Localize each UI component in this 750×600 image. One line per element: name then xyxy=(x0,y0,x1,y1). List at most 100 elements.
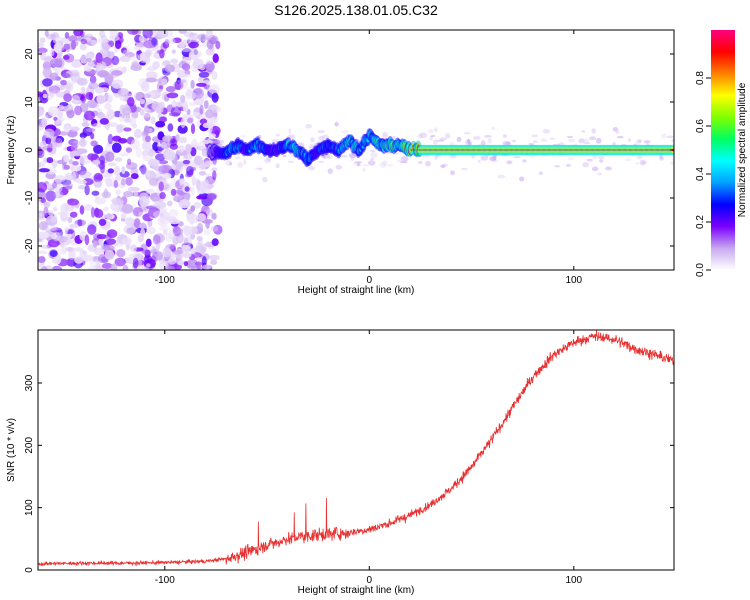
noise-blob xyxy=(53,42,63,54)
noise-blob xyxy=(197,141,206,150)
noise-blob xyxy=(99,87,110,93)
noise-blob xyxy=(487,137,492,144)
noise-blob xyxy=(212,170,217,181)
noise-blob xyxy=(168,231,175,240)
noise-blob xyxy=(186,236,192,247)
noise-blob xyxy=(317,160,325,163)
noise-blob xyxy=(196,195,205,200)
noise-blob xyxy=(172,234,179,246)
noise-blob xyxy=(197,33,208,42)
noise-blob xyxy=(212,140,218,144)
noise-blob xyxy=(77,179,87,185)
noise-blob xyxy=(145,263,151,268)
noise-blob xyxy=(38,221,48,231)
noise-blob xyxy=(112,200,125,206)
noise-blob xyxy=(139,98,146,105)
noise-blob xyxy=(104,249,115,260)
noise-blob xyxy=(130,64,143,72)
noise-blob xyxy=(456,136,462,143)
noise-blob xyxy=(117,87,129,97)
noise-blob xyxy=(430,134,436,138)
noise-blob xyxy=(133,190,138,197)
noise-blob xyxy=(67,198,79,206)
noise-blob xyxy=(190,147,197,157)
noise-blob xyxy=(449,154,457,159)
noise-blob xyxy=(85,92,94,100)
noise-blob xyxy=(79,205,85,215)
noise-blob xyxy=(353,161,359,166)
noise-blob xyxy=(136,265,146,270)
noise-blob xyxy=(38,162,42,168)
noise-blob xyxy=(367,160,376,166)
noise-blob xyxy=(130,244,137,253)
noise-blob xyxy=(110,263,118,270)
noise-blob xyxy=(258,167,263,171)
noise-blob xyxy=(51,159,58,169)
noise-blob xyxy=(158,164,170,175)
noise-blob xyxy=(186,258,199,269)
noise-blob xyxy=(287,160,295,164)
noise-blob xyxy=(263,158,272,164)
noise-blob xyxy=(505,141,512,145)
noise-blob xyxy=(491,126,495,131)
noise-blob xyxy=(131,111,139,119)
noise-blob xyxy=(45,190,56,202)
snr-x-label: Height of straight line (km) xyxy=(298,585,415,596)
noise-blob xyxy=(138,35,145,43)
noise-blob xyxy=(449,141,455,146)
noise-blob xyxy=(196,213,207,222)
noise-blob xyxy=(55,187,60,198)
noise-blob xyxy=(186,35,192,44)
noise-blob xyxy=(62,73,71,78)
noise-blob xyxy=(38,181,48,193)
noise-blob xyxy=(599,159,604,163)
noise-blob xyxy=(119,152,129,157)
noise-blob xyxy=(540,138,548,143)
noise-blob xyxy=(180,47,192,53)
noise-blob xyxy=(399,161,408,164)
colorbar-tick-label: 0.0 xyxy=(695,263,706,277)
noise-blob xyxy=(67,216,73,224)
noise-blob xyxy=(639,159,646,166)
noise-blob xyxy=(615,130,620,134)
noise-blob xyxy=(164,64,175,73)
noise-blob xyxy=(49,145,57,155)
noise-blob xyxy=(79,43,87,51)
noise-blob xyxy=(145,238,152,248)
noise-blob xyxy=(182,103,189,113)
noise-blob xyxy=(182,190,191,202)
noise-blob xyxy=(80,38,87,45)
noise-blob xyxy=(193,201,201,209)
noise-blob xyxy=(321,134,330,139)
noise-blob xyxy=(96,112,105,119)
noise-blob xyxy=(121,68,127,74)
noise-blob xyxy=(659,156,664,161)
noise-blob xyxy=(188,32,200,41)
noise-blob xyxy=(63,43,70,50)
noise-blob xyxy=(582,162,590,168)
noise-blob xyxy=(45,182,54,189)
noise-blob xyxy=(567,157,575,160)
noise-blob xyxy=(176,79,187,84)
noise-blob xyxy=(69,211,78,218)
noise-blob xyxy=(133,128,143,139)
noise-blob xyxy=(145,77,158,83)
noise-blob xyxy=(52,181,58,189)
noise-blob xyxy=(362,164,369,167)
noise-blob xyxy=(100,43,112,50)
noise-blob xyxy=(81,122,90,127)
noise-blob xyxy=(170,58,179,64)
noise-blob xyxy=(70,40,77,50)
noise-blob xyxy=(101,244,111,250)
noise-blob xyxy=(181,63,191,71)
colorbar-tick-label: 0.6 xyxy=(695,119,706,133)
noise-blob xyxy=(114,157,123,162)
noise-blob xyxy=(354,161,363,164)
noise-blob xyxy=(65,185,73,190)
noise-blob xyxy=(83,65,92,72)
noise-blob xyxy=(153,233,166,243)
noise-blob xyxy=(114,175,122,181)
noise-blob xyxy=(93,144,104,155)
noise-blob xyxy=(64,31,70,39)
